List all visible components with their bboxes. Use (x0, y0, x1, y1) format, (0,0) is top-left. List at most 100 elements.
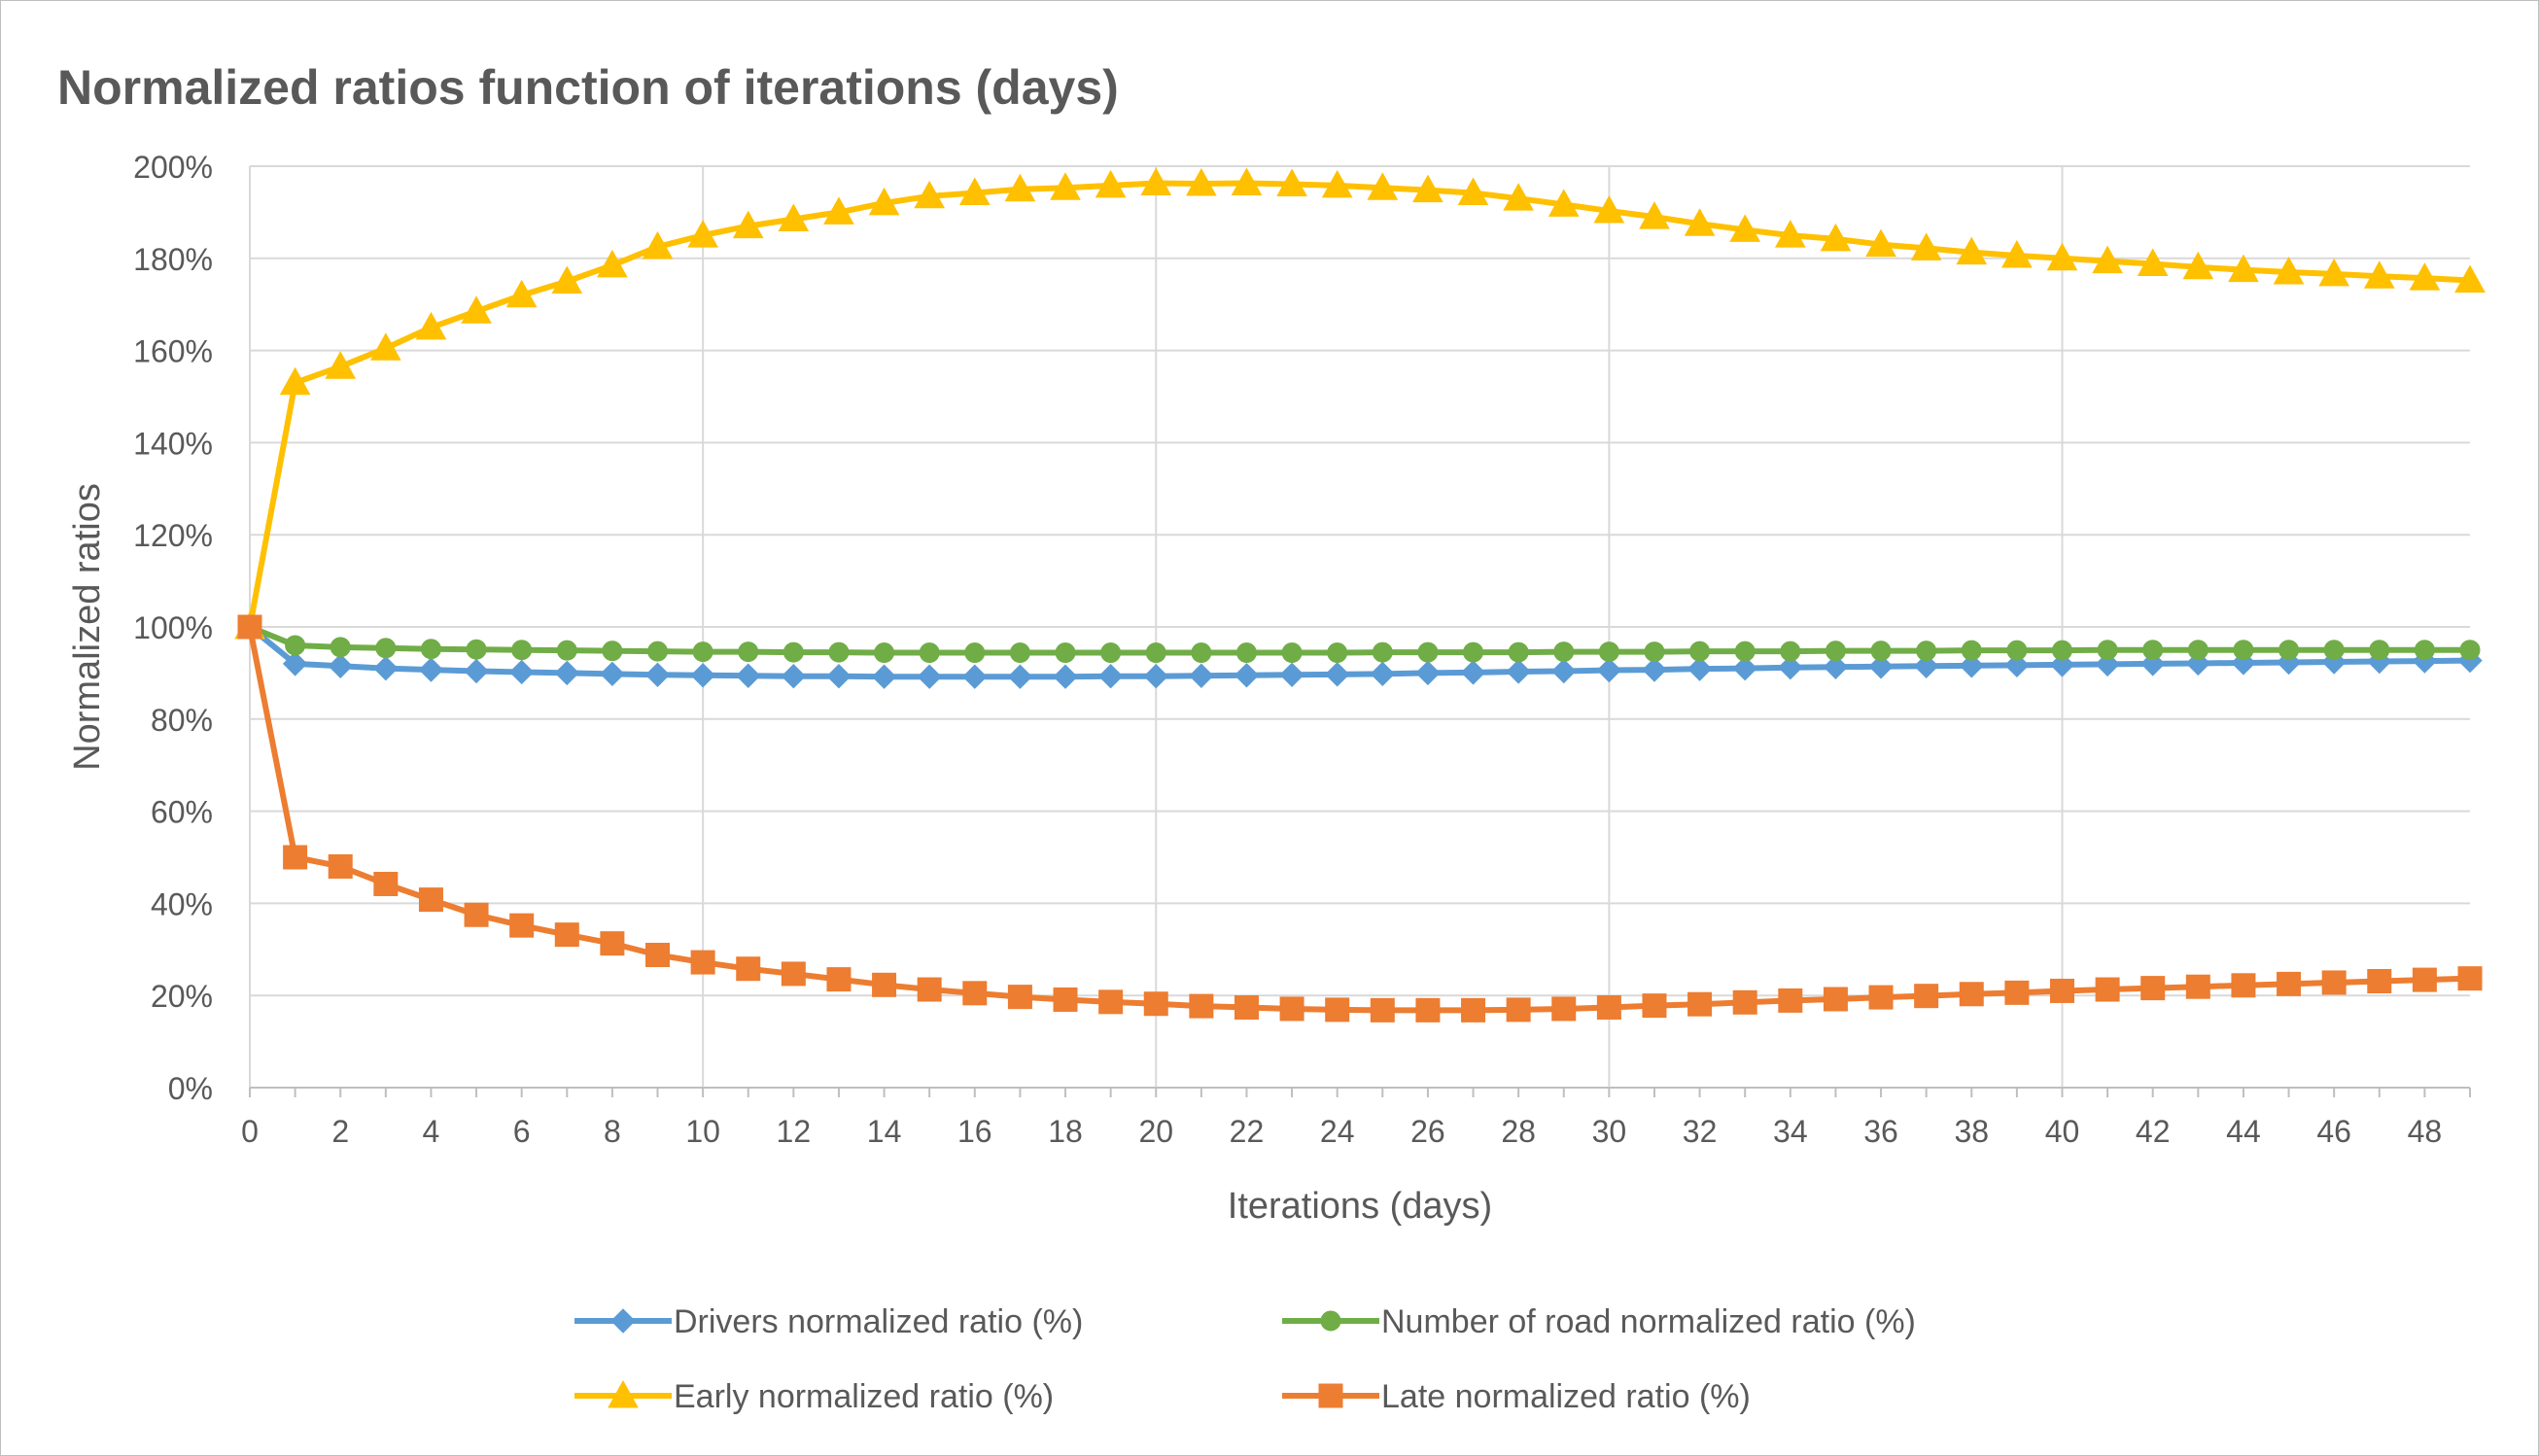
x-tick-label: 10 (685, 1114, 720, 1149)
data-point-series-3 (1321, 169, 1353, 198)
data-point-series-2 (466, 639, 487, 660)
data-point-series-2 (1825, 641, 1846, 662)
series-markers (234, 167, 2486, 1023)
data-point-series-1 (644, 662, 671, 688)
data-point-series-2 (2459, 640, 2481, 661)
legend-label: Early normalized ratio (%) (674, 1378, 1054, 1415)
x-tick-label: 24 (1320, 1114, 1355, 1149)
data-point-series-3 (732, 210, 764, 239)
legend: Drivers normalized ratio (%) Number of ro… (574, 1303, 1916, 1415)
x-tick-label: 20 (1138, 1114, 1173, 1149)
data-point-series-3 (914, 180, 946, 209)
data-point-series-4 (736, 956, 761, 982)
data-point-series-2 (1644, 641, 1665, 663)
data-point-series-2 (1235, 642, 1257, 664)
y-tick-label: 60% (151, 795, 213, 830)
data-point-series-4 (464, 902, 489, 927)
data-point-series-2 (783, 641, 804, 663)
legend-marker (1318, 1383, 1343, 1408)
data-point-series-4 (1325, 997, 1350, 1023)
data-point-series-4 (373, 871, 399, 896)
data-point-series-2 (1009, 642, 1030, 664)
data-point-series-4 (645, 942, 671, 967)
data-point-series-3 (1186, 167, 1217, 196)
data-point-series-1 (2049, 652, 2075, 677)
x-tick-label: 8 (604, 1114, 621, 1149)
data-point-series-4 (781, 961, 806, 987)
y-tick-label: 100% (133, 610, 213, 645)
data-point-series-2 (2097, 640, 2118, 661)
data-point-series-3 (778, 203, 810, 232)
data-point-series-1 (1370, 661, 1396, 687)
data-point-series-4 (2412, 967, 2437, 992)
data-point-series-2 (602, 641, 623, 662)
data-point-series-1 (1097, 664, 1124, 689)
data-point-series-4 (962, 981, 988, 1006)
legend-item-4: Late normalized ratio (%) (1282, 1378, 1751, 1415)
data-point-series-2 (1191, 642, 1212, 664)
data-point-series-1 (826, 664, 852, 689)
data-point-series-4 (2004, 980, 2030, 1005)
data-point-series-1 (1913, 653, 1939, 678)
data-point-series-3 (1865, 228, 1896, 258)
data-point-series-4 (1642, 993, 1667, 1019)
data-point-series-3 (551, 265, 583, 294)
legend-item-2: Number of road normalized ratio (%) (1282, 1303, 1916, 1340)
data-point-series-4 (1143, 991, 1168, 1017)
x-tick-label: 46 (2316, 1114, 2351, 1149)
data-point-series-4 (1234, 995, 1259, 1021)
data-point-series-1 (2004, 652, 2030, 678)
data-point-series-2 (1145, 642, 1166, 664)
y-tick-label: 140% (133, 426, 213, 461)
data-point-series-1 (1778, 655, 1803, 680)
data-point-series-2 (919, 642, 940, 664)
data-point-series-4 (2367, 969, 2392, 994)
data-point-series-2 (2187, 640, 2209, 661)
data-point-series-3 (2001, 239, 2033, 268)
data-point-series-4 (2321, 970, 2347, 995)
data-point-series-4 (509, 913, 535, 938)
data-point-series-1 (1642, 657, 1667, 682)
data-point-series-4 (826, 967, 852, 992)
data-point-series-4 (1914, 984, 1939, 1009)
legend-label: Number of road normalized ratio (%) (1381, 1303, 1916, 1340)
data-point-series-4 (1053, 987, 1078, 1012)
data-point-series-2 (556, 640, 577, 661)
data-point-series-3 (2409, 262, 2441, 291)
data-point-series-2 (2414, 640, 2435, 661)
data-point-series-2 (1961, 640, 1982, 661)
data-point-series-1 (962, 664, 988, 689)
data-point-series-3 (958, 177, 991, 205)
data-point-series-1 (1007, 664, 1033, 689)
data-point-series-4 (1007, 985, 1032, 1010)
data-point-series-1 (418, 657, 444, 682)
data-point-series-4 (1506, 997, 1531, 1023)
x-tick-label: 26 (1410, 1114, 1445, 1149)
data-point-series-3 (1684, 208, 1716, 236)
x-tick-label: 16 (957, 1114, 992, 1149)
data-point-series-2 (2142, 640, 2164, 661)
data-point-series-3 (325, 351, 357, 379)
data-point-series-3 (2092, 245, 2123, 274)
data-point-series-4 (2277, 971, 2302, 996)
y-tick-label: 20% (151, 979, 213, 1014)
data-point-series-4 (1959, 982, 1984, 1007)
data-point-series-3 (2363, 260, 2395, 289)
x-tick-label: 18 (1048, 1114, 1083, 1149)
x-tick-label: 42 (2136, 1114, 2171, 1149)
data-point-series-3 (1548, 189, 1580, 217)
data-point-series-1 (1234, 663, 1260, 688)
x-tick-label: 38 (1954, 1114, 1989, 1149)
data-point-series-3 (687, 220, 718, 248)
x-tick-label: 0 (241, 1114, 259, 1149)
data-point-series-1 (2095, 651, 2120, 677)
data-point-series-4 (2185, 974, 2210, 999)
data-point-series-3 (1956, 236, 1988, 265)
y-axis-title: Normalized ratios (67, 483, 108, 771)
data-point-series-3 (1140, 167, 1172, 196)
data-point-series-2 (1463, 641, 1484, 663)
legend-marker (1320, 1310, 1341, 1332)
x-axis-title: Iterations (days) (1228, 1186, 1492, 1227)
data-point-series-2 (2051, 640, 2072, 661)
data-point-series-4 (1415, 997, 1441, 1023)
